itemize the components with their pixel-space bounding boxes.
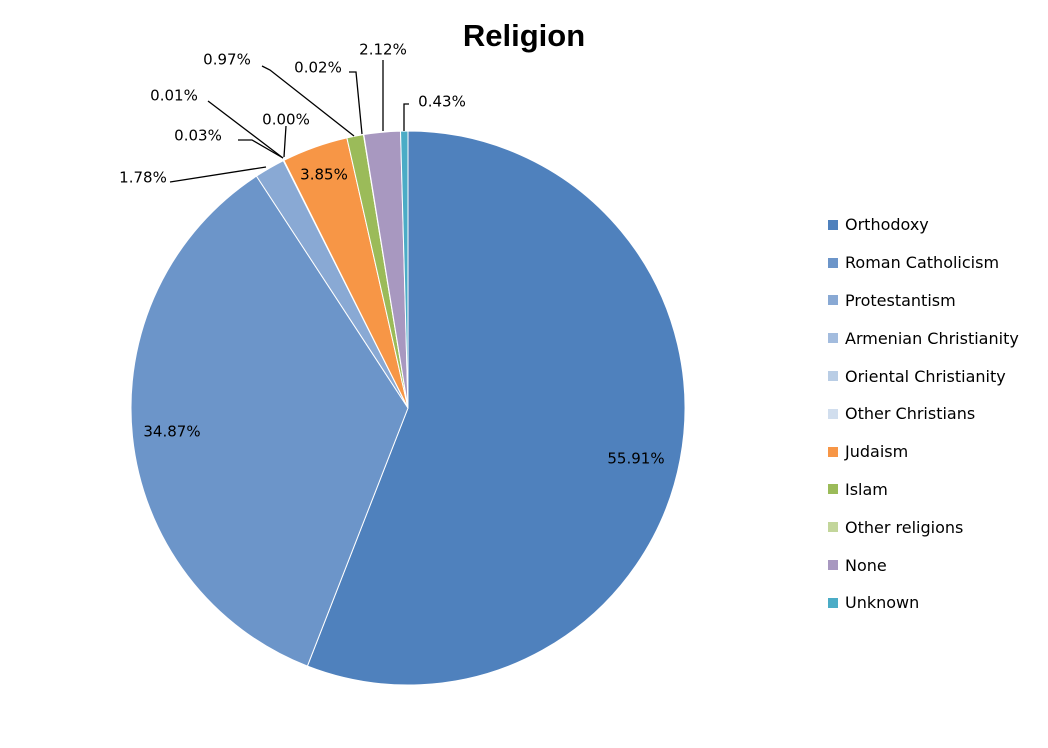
legend-label: Orthodoxy (845, 215, 929, 235)
legend-swatch (828, 408, 838, 419)
legend-item: Oriental Christianity (828, 357, 1019, 395)
data-label: 55.91% (607, 450, 664, 468)
data-label: 0.97% (203, 51, 251, 69)
legend-label: Judaism (845, 442, 909, 462)
leader-line (207, 100, 284, 159)
data-label: 1.78% (119, 169, 167, 187)
chart-title: Religion (462, 18, 586, 53)
chart-legend: Orthodoxy Roman Catholicism Protestantism A… (828, 206, 1019, 622)
leader-line (238, 139, 284, 159)
legend-item: Judaism (828, 433, 1019, 471)
legend-swatch (828, 333, 838, 344)
legend-swatch (828, 484, 838, 495)
data-label: 0.01% (150, 87, 198, 105)
data-label: 34.87% (143, 423, 200, 441)
legend-label: Roman Catholicism (845, 253, 1000, 273)
data-label: 2.12% (359, 41, 407, 59)
pie-slice-orthodoxy (306, 130, 686, 686)
data-label: 3.85% (300, 166, 348, 184)
legend-item: Other Christians (828, 395, 1019, 433)
legend-item: Orthodoxy (828, 206, 1019, 244)
data-label: 0.43% (418, 93, 466, 111)
legend-swatch (828, 560, 838, 571)
legend-label: Unknown (845, 593, 920, 613)
data-label: 0.03% (174, 127, 222, 145)
legend-label: None (845, 555, 887, 575)
legend-item: Protestantism (828, 282, 1019, 320)
pie-slice-unknown (400, 130, 409, 409)
legend-label: Islam (845, 479, 888, 499)
leader-line (283, 125, 287, 158)
legend-swatch (828, 597, 838, 608)
pie-slice-roman-catholicism (130, 175, 409, 667)
legend-item: Armenian Christianity (828, 319, 1019, 357)
legend-swatch (828, 257, 838, 268)
legend-swatch (828, 522, 838, 533)
legend-item: Roman Catholicism (828, 244, 1019, 282)
legend-swatch (828, 295, 838, 306)
legend-item: Unknown (828, 584, 1019, 622)
leader-line (403, 103, 409, 131)
legend-swatch (828, 371, 838, 382)
legend-label: Other Christians (845, 404, 976, 424)
leader-line (261, 65, 355, 137)
legend-swatch (828, 446, 838, 457)
leader-line (349, 71, 363, 135)
legend-label: Armenian Christianity (845, 328, 1019, 348)
legend-swatch (828, 219, 838, 230)
data-label: 0.02% (294, 59, 342, 77)
legend-item: Islam (828, 471, 1019, 509)
legend-label: Protestantism (845, 290, 956, 310)
legend-label: Other religions (845, 517, 964, 537)
legend-item: Other religions (828, 508, 1019, 546)
data-label: 0.00% (262, 111, 310, 129)
leader-line (169, 166, 267, 183)
legend-label: Oriental Christianity (845, 366, 1006, 386)
legend-item: None (828, 546, 1019, 584)
